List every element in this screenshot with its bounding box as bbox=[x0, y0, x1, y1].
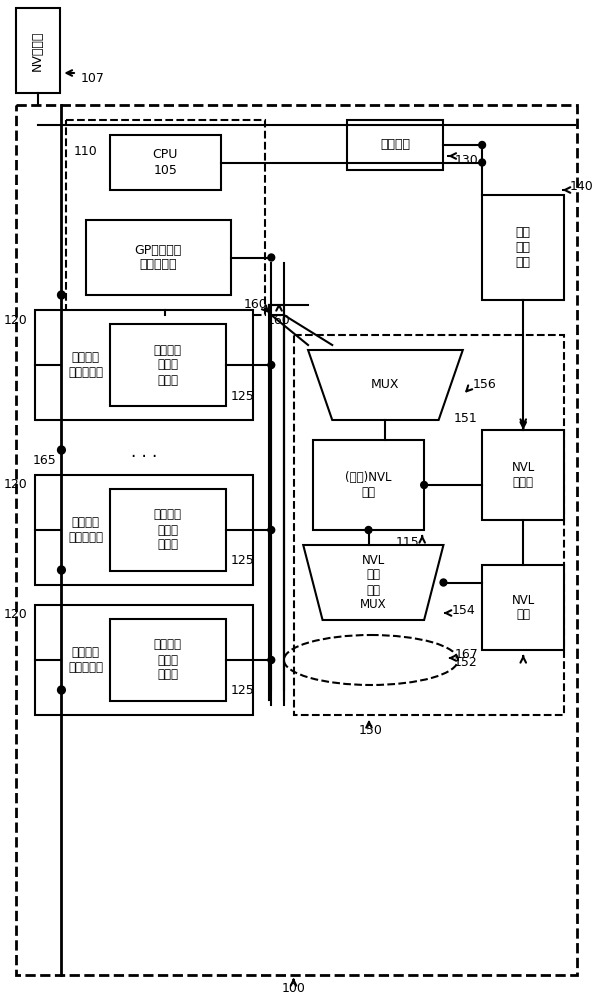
FancyBboxPatch shape bbox=[347, 120, 443, 170]
Text: 150: 150 bbox=[359, 724, 383, 736]
Text: CPU
105: CPU 105 bbox=[153, 148, 178, 176]
Text: GP和状态寄
存器存储器: GP和状态寄 存器存储器 bbox=[135, 243, 182, 271]
FancyBboxPatch shape bbox=[16, 8, 60, 93]
Text: MUX: MUX bbox=[371, 378, 400, 391]
Circle shape bbox=[268, 254, 275, 261]
Text: 125: 125 bbox=[231, 554, 254, 568]
Text: 设备模块
或外围设备: 设备模块 或外围设备 bbox=[68, 646, 103, 674]
FancyBboxPatch shape bbox=[86, 220, 231, 295]
Text: . . .: . . . bbox=[131, 443, 157, 461]
Text: 用于活动
设置的
寄存器: 用于活动 设置的 寄存器 bbox=[154, 508, 182, 552]
Text: 120: 120 bbox=[4, 608, 27, 621]
Text: 107: 107 bbox=[81, 72, 105, 85]
FancyBboxPatch shape bbox=[110, 619, 226, 701]
Circle shape bbox=[268, 361, 275, 368]
Circle shape bbox=[421, 482, 427, 488]
Text: 能量存储: 能量存储 bbox=[380, 138, 410, 151]
Circle shape bbox=[479, 159, 486, 166]
FancyBboxPatch shape bbox=[110, 135, 221, 190]
Text: 151: 151 bbox=[454, 412, 477, 424]
FancyBboxPatch shape bbox=[35, 475, 253, 585]
Text: NVL
控制器: NVL 控制器 bbox=[511, 461, 535, 489]
Text: 110: 110 bbox=[74, 145, 98, 158]
Text: 130: 130 bbox=[455, 153, 479, 166]
Circle shape bbox=[58, 566, 66, 574]
Polygon shape bbox=[308, 350, 462, 420]
Text: 156: 156 bbox=[473, 378, 496, 391]
Circle shape bbox=[268, 656, 275, 664]
Circle shape bbox=[268, 526, 275, 534]
FancyBboxPatch shape bbox=[482, 565, 564, 650]
Text: 125: 125 bbox=[231, 684, 254, 698]
Text: 160: 160 bbox=[244, 298, 268, 312]
Text: 165: 165 bbox=[32, 454, 56, 466]
Text: 用于活动
设置的
寄存器: 用于活动 设置的 寄存器 bbox=[154, 639, 182, 682]
Text: (多个)NVL
阵列: (多个)NVL 阵列 bbox=[345, 471, 392, 499]
Text: 120: 120 bbox=[4, 479, 27, 491]
Text: 用于活动
设置的
寄存器: 用于活动 设置的 寄存器 bbox=[154, 344, 182, 386]
Text: 设备模块
或外围设备: 设备模块 或外围设备 bbox=[68, 351, 103, 379]
Circle shape bbox=[58, 686, 66, 694]
Circle shape bbox=[58, 291, 66, 299]
Circle shape bbox=[58, 446, 66, 454]
Text: 154: 154 bbox=[451, 603, 475, 616]
Text: NVL
时钟: NVL 时钟 bbox=[511, 593, 535, 621]
Text: 167: 167 bbox=[455, 648, 479, 662]
FancyBboxPatch shape bbox=[482, 430, 564, 520]
Text: 115: 115 bbox=[396, 536, 419, 548]
Text: 125: 125 bbox=[231, 389, 254, 402]
Text: 功率
管理
单元: 功率 管理 单元 bbox=[516, 226, 531, 269]
Text: 设备模块
或外围设备: 设备模块 或外围设备 bbox=[68, 516, 103, 544]
Circle shape bbox=[365, 526, 372, 534]
FancyBboxPatch shape bbox=[110, 489, 226, 571]
Text: 140: 140 bbox=[569, 180, 593, 194]
FancyBboxPatch shape bbox=[35, 605, 253, 715]
Text: 120: 120 bbox=[4, 314, 27, 326]
FancyBboxPatch shape bbox=[313, 440, 424, 530]
FancyBboxPatch shape bbox=[482, 195, 564, 300]
Text: NVL
阵列
输入
MUX: NVL 阵列 输入 MUX bbox=[360, 554, 387, 611]
Polygon shape bbox=[303, 545, 443, 620]
Text: 160: 160 bbox=[267, 314, 291, 326]
Circle shape bbox=[479, 141, 486, 148]
Text: NV存储器: NV存储器 bbox=[31, 30, 44, 71]
FancyBboxPatch shape bbox=[110, 324, 226, 406]
Circle shape bbox=[440, 579, 447, 586]
FancyBboxPatch shape bbox=[35, 310, 253, 420]
Text: 100: 100 bbox=[282, 982, 306, 994]
Text: 152: 152 bbox=[454, 656, 477, 668]
